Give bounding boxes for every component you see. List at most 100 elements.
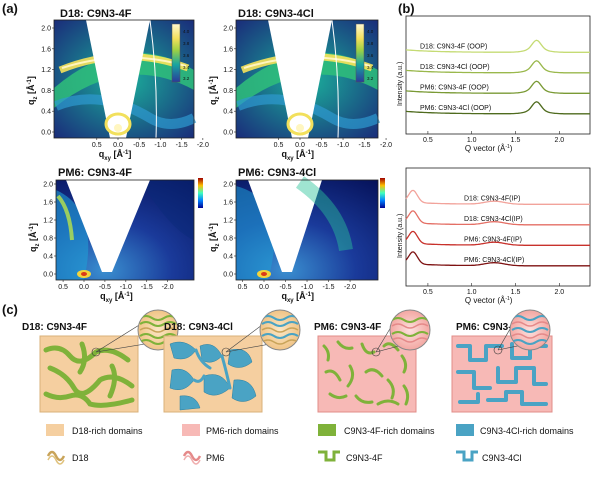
curve-series	[405, 39, 590, 53]
giwaxs-axis-set: 2.0 1.6 1.2 0.8 0.4 0.0 0.5 0.0 -0.5 -1.0 -1.5 -2.0…	[26, 26, 209, 163]
qxy-tick-label: 0.5	[58, 284, 68, 291]
qz-axis-label: qz [Å-1]	[26, 76, 39, 105]
legend-swatch-c9n3-4f-domains	[318, 424, 336, 436]
legend-c9n3-4cl: C9N3-4Cl	[482, 453, 522, 463]
qxy-tick-label: -2.0	[344, 284, 356, 291]
qz-tick-label: 0.0	[43, 272, 53, 279]
qxy-tick-label: -2.0	[162, 284, 174, 291]
svg-text:3.2: 3.2	[183, 76, 190, 81]
qz-tick-label: 2.0	[41, 26, 51, 33]
svg-text:3.8: 3.8	[367, 41, 374, 46]
qz-tick-label: 1.2	[223, 67, 233, 74]
legend-swatch-c9n3-4cl-domains	[456, 424, 474, 436]
pm6-chain-icon	[182, 450, 202, 462]
giwaxs-panel-pm6-c9n3-4cl: PM6: C9N3-4Cl	[235, 167, 385, 281]
qxy-tick-label: -1.0	[337, 142, 349, 149]
q-tick-label: 1.0	[467, 137, 477, 144]
series-label: PM6: C9N3-4F(IP)	[464, 236, 522, 243]
svg-text:3.4: 3.4	[367, 65, 374, 70]
svg-text:3.6: 3.6	[367, 53, 374, 58]
qz-tick-label: 1.2	[41, 67, 51, 74]
giwaxs-title: D18: C9N3-4Cl	[238, 8, 314, 20]
qxy-tick-label: -1.5	[176, 142, 188, 149]
svg-text:D18: C9N3-4F: D18: C9N3-4F	[22, 322, 87, 333]
svg-text:3.6: 3.6	[183, 53, 190, 58]
qz-tick-label: 0.0	[223, 130, 233, 137]
svg-text:3.8: 3.8	[183, 41, 190, 46]
q-vector-label: Q vector (Å-1)	[465, 144, 513, 153]
qz-tick-label: 1.6	[43, 200, 53, 207]
qz-tick-label: 0.8	[41, 88, 51, 95]
curve-series	[405, 80, 590, 94]
svg-text:PM6: C9N3-4F: PM6: C9N3-4F	[314, 322, 381, 333]
morphology-d18-c9n3-4cl: D18: C9N3-4Cl	[163, 309, 301, 413]
giwaxs-panel-d18-c9n3-4f: 4.0 3.8 3.6 3.4 3.2 D18: C9N3-4F	[53, 8, 197, 139]
giwaxs-title: PM6: C9N3-4F	[58, 167, 132, 179]
svg-text:PM6: C9N3-4Cl: PM6: C9N3-4Cl	[456, 322, 527, 333]
giwaxs-panel-pm6-c9n3-4f: PM6: C9N3-4F	[55, 167, 203, 281]
qxy-axis-label: qxy [Å-1]	[100, 291, 133, 304]
qz-tick-label: 0.4	[223, 254, 233, 261]
q-tick-label: 0.5	[423, 289, 433, 296]
giwaxs-axis-set: 2.0 1.6 1.2 0.8 0.4 0.0 0.5 0.0 -0.5 -1.0 -1.5 -2.0…	[28, 182, 174, 305]
qz-tick-label: 2.0	[43, 182, 53, 189]
curve-series	[405, 189, 590, 205]
q-tick-label: 0.5	[423, 137, 433, 144]
qz-tick-label: 0.4	[41, 109, 51, 116]
legend: D18-rich domains PM6-rich domains C9N3-4…	[46, 424, 574, 465]
qxy-tick-label: -1.0	[154, 142, 166, 149]
legend-d18: D18	[72, 453, 89, 463]
q-tick-label: 1.0	[467, 289, 477, 296]
qz-axis-label: qz [Å-1]	[208, 76, 221, 105]
panel-label-b: (b)	[398, 1, 415, 16]
curve-series	[405, 230, 590, 246]
morphology-pm6-c9n3-4f: PM6: C9N3-4F	[314, 309, 431, 413]
panel-label-a: (a)	[2, 1, 18, 16]
legend-c9n3-4cl-domains: C9N3-4Cl-rich domains	[480, 426, 574, 436]
qxy-tick-label: -2.0	[197, 142, 209, 149]
qz-tick-label: 0.8	[223, 88, 233, 95]
panel-label-c: (c)	[2, 302, 18, 317]
qz-tick-label: 0.0	[223, 272, 233, 279]
qxy-tick-label: -1.5	[359, 142, 371, 149]
q-tick-label: 2.0	[554, 289, 564, 296]
giwaxs-axes: 2.0 1.6 1.2 0.8 0.4 0.0 0.5 0.0 -0.5 -1.0 -1.5 -2.0…	[26, 26, 392, 305]
ip-ylabel: Intensity (a.u.)	[397, 214, 404, 258]
qxy-tick-label: -0.5	[279, 284, 291, 291]
curve-series	[405, 251, 590, 267]
giwaxs-title: PM6: C9N3-4Cl	[238, 167, 316, 179]
legend-c9n3-4f: C9N3-4F	[346, 453, 383, 463]
qxy-tick-label: 0.0	[113, 142, 123, 149]
qxy-tick-label: -1.0	[301, 284, 313, 291]
morphology-d18-c9n3-4f: D18: C9N3-4F	[22, 309, 179, 413]
qxy-tick-label: 0.0	[295, 142, 305, 149]
qxy-tick-label: -1.5	[323, 284, 335, 291]
qz-tick-label: 0.8	[43, 236, 53, 243]
qxy-tick-label: 0.5	[92, 142, 102, 149]
legend-d18-domains: D18-rich domains	[72, 426, 143, 436]
qxy-tick-label: -1.5	[141, 284, 153, 291]
svg-text:4.0: 4.0	[367, 29, 374, 34]
qz-axis-label: qz [Å-1]	[28, 223, 41, 252]
series-label: PM6: C9N3-4F (OOP)	[420, 84, 489, 91]
series-label: PM6: C9N3-4Cl(IP)	[464, 257, 524, 264]
qz-tick-label: 0.8	[223, 236, 233, 243]
legend-pm6-domains: PM6-rich domains	[206, 426, 279, 436]
colorbar-ticks-1: 4.0 3.8 3.6 3.4 3.2	[183, 29, 190, 81]
qz-tick-label: 2.0	[223, 26, 233, 33]
curve-series	[405, 101, 590, 115]
qz-tick-label: 2.0	[223, 182, 233, 189]
qxy-tick-label: -0.5	[315, 142, 327, 149]
svg-text:4.0: 4.0	[183, 29, 190, 34]
giwaxs-panel-d18-c9n3-4cl: 4.0 3.8 3.6 3.4 3.2 D18: C9N3-4Cl	[235, 8, 381, 139]
q-tick-label: 1.5	[511, 137, 521, 144]
q-tick-label: 2.0	[554, 137, 564, 144]
legend-swatch-d18-domains	[46, 424, 64, 436]
qz-axis-label: qz [Å-1]	[208, 223, 221, 252]
qxy-axis-label: qxy [Å-1]	[281, 291, 314, 304]
qz-tick-label: 1.2	[223, 218, 233, 225]
qxy-tick-label: 0.5	[238, 284, 248, 291]
q-tick-label: 1.5	[511, 289, 521, 296]
line-cut-oop: D18: C9N3-4F (OOP) D18: C9N3-4Cl (OOP) PM6…	[397, 15, 591, 135]
